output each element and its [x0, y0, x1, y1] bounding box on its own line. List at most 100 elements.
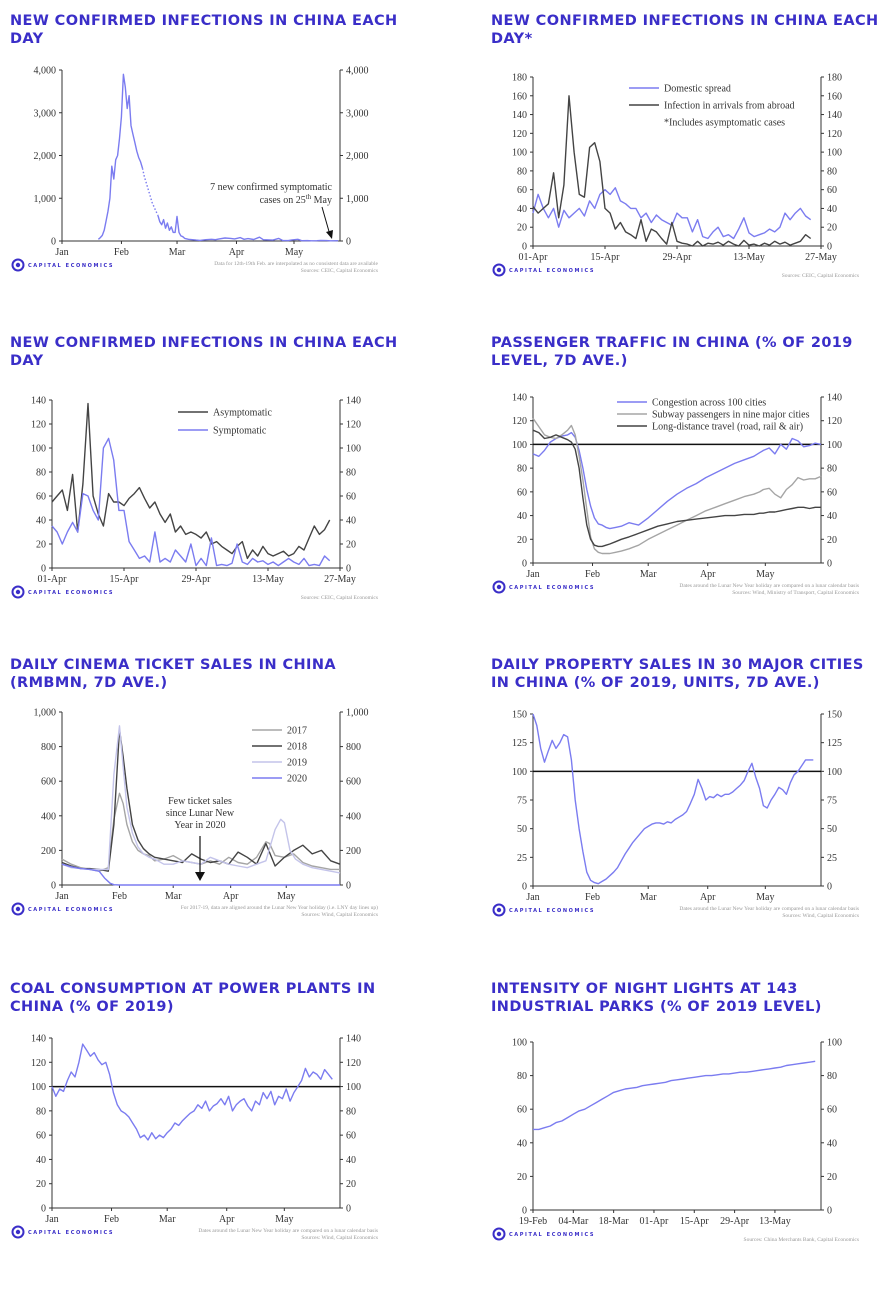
- y-tick-label-right: 100: [827, 1038, 842, 1049]
- chart-passenger-traffic: 0 0 20 20 40 40 60 60 80 80 100 100 120 120 140 140 Jan F…: [492, 393, 859, 596]
- x-tick-label: 01-Apr: [38, 574, 68, 585]
- y-tick-label-right: 80: [346, 468, 356, 479]
- chart-new-infections: 0 0 1,000 1,000 2,000 2,000 3,000 3,000 4,000 4,0…: [11, 66, 379, 274]
- x-tick-label: Jan: [55, 891, 68, 902]
- y-tick-label-left: 60: [517, 1105, 527, 1116]
- series-line-confirmed-cont-: [157, 215, 339, 242]
- brand-name: CAPITAL ECONOMICS: [509, 1232, 595, 1238]
- chart-panel-2: NEW CONFIRMED INFECTIONS IN CHINA EACH D…: [491, 12, 879, 322]
- x-tick-label: 04-Mar: [558, 1216, 589, 1227]
- y-tick-label-right: 140: [346, 396, 361, 407]
- y-tick-label-right: 60: [827, 487, 837, 498]
- series-line-confirmed: [97, 73, 144, 240]
- capital-economics-logo-dot: [496, 1231, 502, 1237]
- source-note: Data for 12th-19th Feb. are interpolated…: [214, 260, 378, 267]
- x-tick-label: 29-Apr: [663, 252, 693, 263]
- y-tick-label-left: 60: [517, 185, 527, 196]
- y-tick-label-left: 80: [36, 1106, 46, 1117]
- y-tick-label-left: 40: [517, 204, 527, 215]
- legend-label: Symptomatic: [213, 426, 267, 437]
- y-tick-label-left: 60: [36, 492, 46, 503]
- series-line-domestic-spread: [532, 187, 812, 240]
- series-line-2020: [61, 863, 340, 886]
- y-tick-label-left: 1,000: [34, 708, 57, 719]
- y-tick-label-right: 80: [827, 464, 837, 475]
- series-line-symptomatic: [51, 437, 331, 567]
- x-tick-label: Apr: [700, 569, 716, 580]
- y-tick-label-left: 80: [517, 464, 527, 475]
- x-tick-label: 18-Mar: [599, 1216, 630, 1227]
- x-tick-label: Apr: [219, 1214, 235, 1225]
- capital-economics-logo-icon: [11, 258, 25, 272]
- capital-economics-logo-icon: [492, 1227, 506, 1241]
- y-tick-label-right: 400: [346, 811, 361, 822]
- capital-economics-logo-dot: [496, 907, 502, 913]
- y-tick-label-left: 0: [41, 1204, 46, 1215]
- y-tick-label-right: 20: [827, 1172, 837, 1183]
- source-note: Sources: China Merchants Bank, Capital E…: [744, 1237, 859, 1243]
- x-tick-label: 01-Apr: [640, 1216, 670, 1227]
- annotation-text: cases on 25th May: [260, 193, 332, 206]
- x-tick-label: Feb: [104, 1214, 119, 1225]
- x-tick-label: Apr: [700, 892, 716, 903]
- series-line-infection-in-arrivals-from-abroad: [532, 95, 812, 247]
- y-tick-label-right: 100: [827, 148, 842, 159]
- y-tick-label-left: 3,000: [34, 108, 57, 119]
- y-tick-label-left: 40: [517, 1138, 527, 1149]
- chart-title: PASSENGER TRAFFIC IN CHINA (% OF 2019 LE…: [491, 335, 853, 369]
- capital-economics-logo-icon: [11, 585, 25, 599]
- y-tick-label-right: 0: [346, 564, 351, 575]
- legend-label: Asymptomatic: [213, 408, 272, 419]
- x-tick-label: Jan: [45, 1214, 58, 1225]
- y-tick-label-right: 80: [346, 1106, 356, 1117]
- capital-economics-logo-dot: [15, 1229, 21, 1235]
- legend-label: 2020: [287, 774, 307, 785]
- chart-domestic-vs-imported: 0 0 20 20 40 40 60 60 80 80 100 100 120 120 140 140 160 1…: [492, 73, 859, 279]
- y-tick-label-right: 20: [346, 1179, 356, 1190]
- y-tick-label-left: 400: [41, 811, 56, 822]
- annotation-arrowhead: [326, 230, 333, 239]
- series-line-coal-consumption: [51, 1043, 333, 1141]
- y-tick-label-right: 1,000: [346, 194, 369, 205]
- chart-panel-7: COAL CONSUMPTION AT POWER PLANTS IN CHIN…: [10, 980, 410, 1290]
- y-tick-label-right: 0: [827, 1206, 832, 1217]
- y-tick-label-right: 125: [827, 738, 842, 749]
- x-tick-label: Mar: [165, 891, 182, 902]
- y-tick-label-right: 40: [827, 204, 837, 215]
- y-tick-label-left: 20: [36, 540, 46, 551]
- annotation-text: 7 new confirmed symptomatic: [210, 182, 332, 193]
- chart-title: NEW CONFIRMED INFECTIONS IN CHINA EACH D…: [10, 13, 398, 47]
- y-tick-label-left: 120: [512, 416, 527, 427]
- y-tick-label-left: 100: [512, 440, 527, 451]
- series-line-subway-passengers-in-nine-major-cities: [532, 417, 822, 555]
- y-tick-label-left: 140: [512, 393, 527, 404]
- y-tick-label-left: 60: [517, 487, 527, 498]
- y-tick-label-left: 75: [517, 796, 527, 807]
- annotation-text: since Lunar New: [166, 808, 235, 819]
- y-tick-label-right: 160: [827, 91, 842, 102]
- x-tick-label: Jan: [526, 569, 539, 580]
- brand-name: CAPITAL ECONOMICS: [28, 907, 114, 913]
- y-tick-label-left: 2,000: [34, 151, 57, 162]
- legend-label: Long-distance travel (road, rail & air): [652, 422, 803, 433]
- y-tick-label-right: 120: [346, 420, 361, 431]
- y-tick-label-right: 800: [346, 742, 361, 753]
- brand-name: CAPITAL ECONOMICS: [509, 585, 595, 591]
- chart-asymptomatic-vs-symptomatic: 0 0 20 20 40 40 60 60 80 80 100 100 120 120 140 140 01-A…: [11, 396, 378, 601]
- x-tick-label: 13-May: [252, 574, 284, 585]
- y-tick-label-right: 40: [827, 511, 837, 522]
- capital-economics-logo-dot: [496, 267, 502, 273]
- y-tick-label-left: 800: [41, 742, 56, 753]
- source-note: Sources: Wind, Ministry of Transport, Ca…: [732, 589, 859, 596]
- y-tick-label-left: 100: [31, 1082, 46, 1093]
- y-tick-label-left: 40: [517, 511, 527, 522]
- y-tick-label-left: 100: [512, 767, 527, 778]
- chart-panel-1: NEW CONFIRMED INFECTIONS IN CHINA EACH D…: [10, 12, 410, 322]
- y-tick-label-right: 0: [827, 882, 832, 893]
- source-note: Sources: CEIC, Capital Economics: [301, 595, 378, 601]
- y-tick-label-right: 20: [827, 535, 837, 546]
- y-tick-label-right: 75: [827, 796, 837, 807]
- chart-title: INTENSITY OF NIGHT LIGHTS AT 143 INDUSTR…: [491, 981, 822, 1015]
- chart-panel-6: DAILY PROPERTY SALES IN 30 MAJOR CITIES …: [491, 656, 879, 966]
- series-line-night-lights: [533, 1060, 816, 1131]
